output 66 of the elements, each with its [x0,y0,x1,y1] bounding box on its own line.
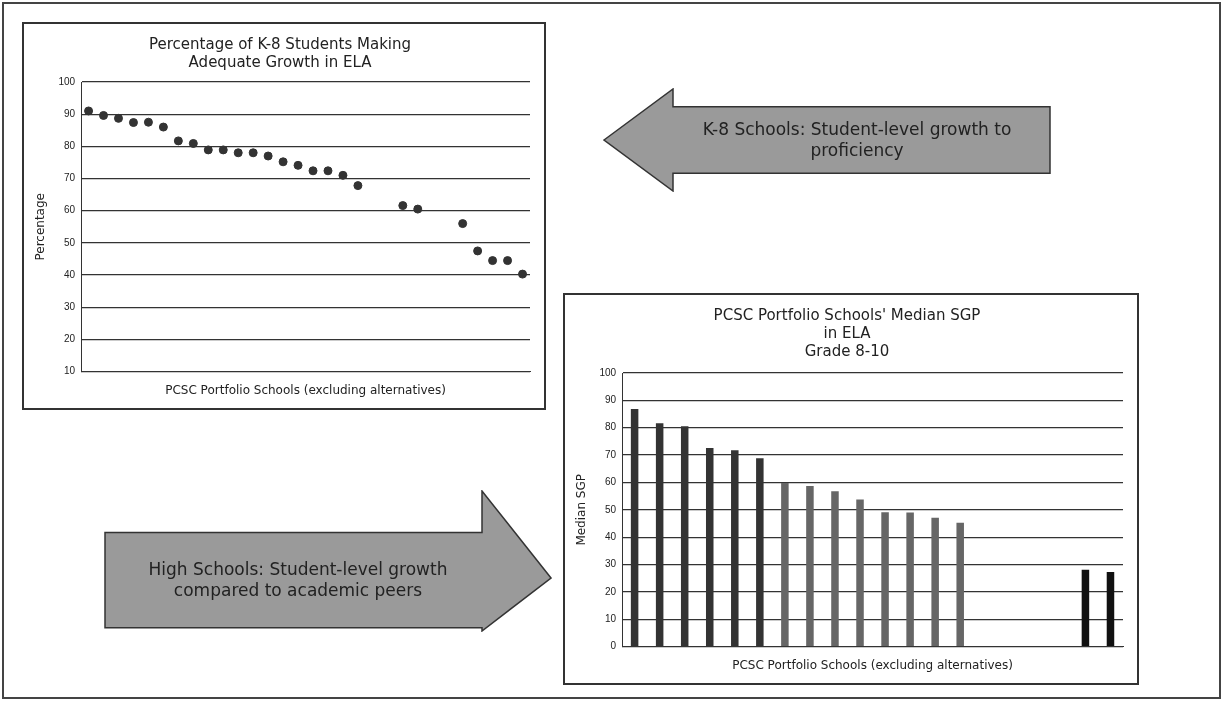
point [99,110,109,120]
point [263,151,273,161]
point [158,122,168,132]
y-tick-label: 100 [599,366,617,378]
point [308,166,318,176]
point [398,201,408,211]
x-axis-title: PCSC Portfolio Schools (excluding alternatives) [165,382,446,397]
text: High Schools: Student-level growth compared to academic peers [147,557,449,603]
bar [881,512,889,646]
point [143,117,153,127]
point [353,181,363,191]
y-tick-label: 60 [604,476,617,488]
point [278,157,288,167]
x-axis-title: PCSC Portfolio Schools (excluding alternatives) [732,657,1013,672]
y-tick-label: 90 [63,107,76,119]
y-axis-title: Median SGP [574,473,589,546]
bar [1106,571,1115,646]
point [218,145,228,155]
y-tick-label: 70 [63,172,76,184]
y-tick-label: 60 [63,204,76,216]
point [233,148,243,158]
y-tick-label: 40 [63,268,76,280]
text: K-8 Schools: Student-level growth to proficiency [701,117,1013,162]
y-tick-label: 90 [604,394,617,406]
bar [956,522,964,646]
point [473,246,483,256]
point [488,256,498,266]
bar [831,491,839,646]
point [458,219,468,229]
y-tick-label: 70 [604,448,617,460]
point [323,166,333,176]
y-tick-label: 80 [63,140,76,152]
point [413,204,423,214]
y-tick-label: 30 [63,300,76,312]
bar [931,517,939,646]
y-tick-label: 80 [604,421,617,433]
bar [806,486,814,646]
y-tick-label: 40 [604,530,617,542]
point [113,113,123,123]
y-tick-label: 50 [63,236,76,248]
y-tick-label: 20 [63,333,76,345]
y-tick-label: 50 [604,503,617,515]
point [203,145,213,155]
point [248,148,258,158]
y-tick-label: 0 [610,640,617,652]
point [518,269,528,279]
point [293,160,303,170]
point [84,106,94,116]
bar [781,482,789,646]
y-axis-title: Percentage [33,193,48,261]
bar [856,499,864,646]
y-tick-label: 100 [58,75,76,87]
chart-subtitle: Grade 8-10 [804,341,890,360]
point [173,136,183,146]
bar [1081,569,1090,646]
chart-title: Percentage of K-8 Students Making Adequate Growth in ELA [148,34,412,71]
y-tick-label: 10 [604,612,617,624]
y-tick-label: 20 [604,585,617,597]
bar [906,512,914,646]
point [128,118,138,128]
point [188,138,198,148]
y-tick-label: 30 [604,558,617,570]
point [503,256,513,266]
y-tick-label: 10 [63,365,76,377]
point [338,170,348,180]
chart-title: PCSC Portfolio Schools' Median SGP in ELA [713,305,981,342]
